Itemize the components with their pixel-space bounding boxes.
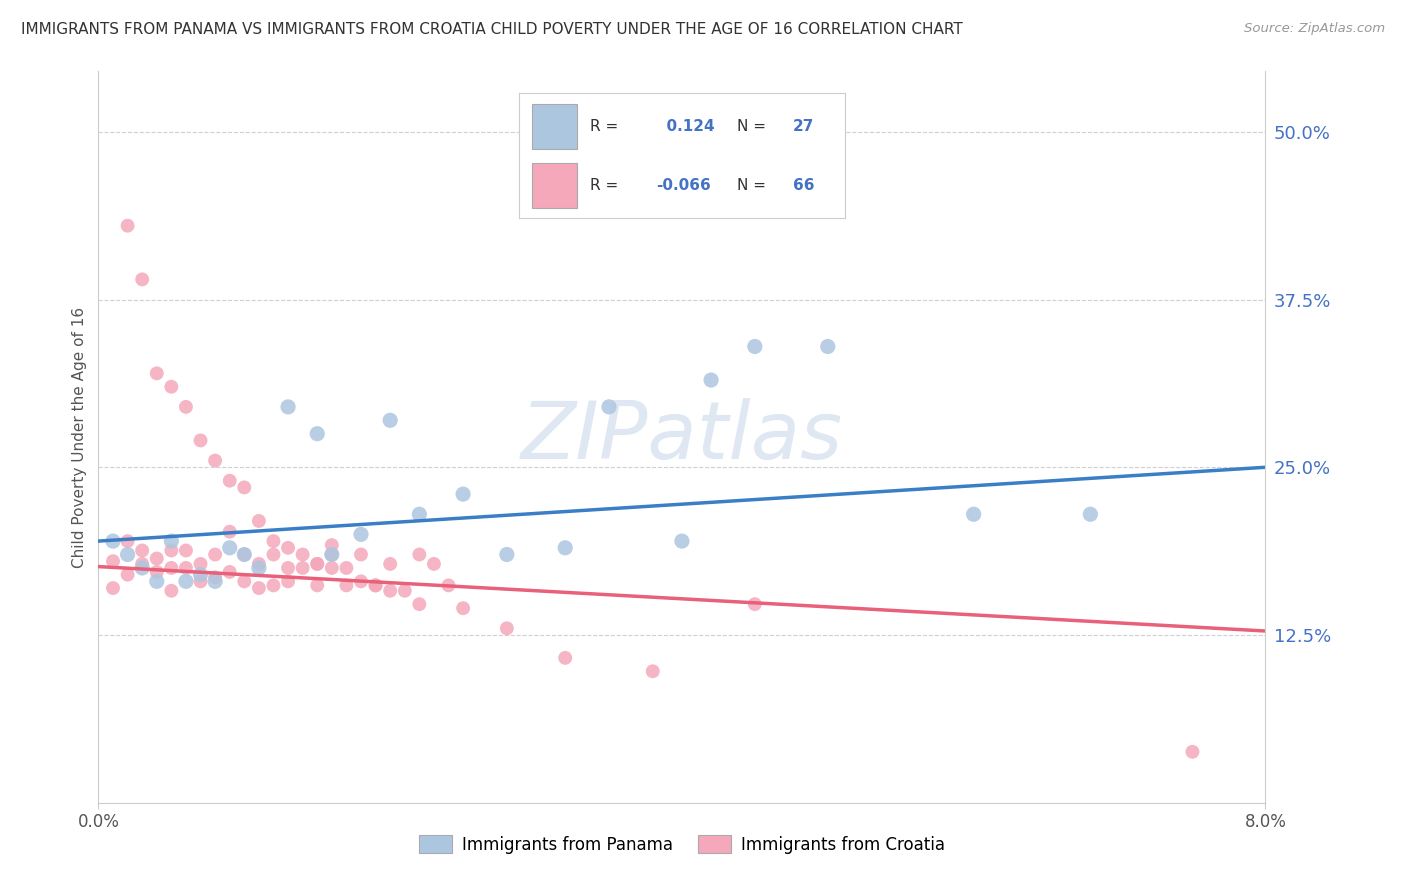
Point [408,508,430,522]
Point [496,548,519,562]
Point [233,574,256,589]
Point [190,434,212,448]
Point [335,578,357,592]
Point [204,570,226,584]
Point [160,543,183,558]
Point [160,380,183,394]
Point [598,400,620,414]
Point [233,480,256,494]
Point [218,541,240,555]
Point [131,543,153,558]
Point [101,554,124,568]
Point [408,597,430,611]
Point [277,541,299,555]
Point [350,574,373,589]
Point [117,567,139,582]
Point [190,574,212,589]
Point [394,583,416,598]
Point [204,453,226,467]
Point [174,543,197,558]
Point [335,561,357,575]
Point [247,557,270,571]
Point [451,601,474,615]
Point [233,548,256,562]
Point [174,400,197,414]
Point [451,487,474,501]
Point [364,578,387,592]
Point [204,548,226,562]
Y-axis label: Child Poverty Under the Age of 16: Child Poverty Under the Age of 16 [72,307,87,567]
Point [554,541,576,555]
Point [423,557,446,571]
Point [160,561,183,575]
Point [291,561,314,575]
Point [262,534,284,549]
Text: ZIPatlas: ZIPatlas [520,398,844,476]
Point [307,557,329,571]
Point [554,651,576,665]
Point [321,561,343,575]
Point [190,567,212,582]
Point [641,665,664,679]
Point [350,527,373,541]
Point [408,548,430,562]
Point [350,548,373,562]
Point [962,508,984,522]
Point [1181,745,1204,759]
Point [321,548,343,562]
Point [190,557,212,571]
Point [218,524,240,539]
Point [671,534,693,549]
Point [160,583,183,598]
Point [131,272,153,286]
Point [380,557,402,571]
Point [291,548,314,562]
Point [817,339,839,353]
Point [380,413,402,427]
Point [307,426,329,441]
Point [101,581,124,595]
Point [744,339,766,353]
Point [277,574,299,589]
Point [218,565,240,579]
Point [307,557,329,571]
Point [131,561,153,575]
Point [146,367,169,381]
Point [117,219,139,233]
Point [204,574,226,589]
Legend: Immigrants from Panama, Immigrants from Croatia: Immigrants from Panama, Immigrants from … [412,829,952,860]
Point [262,578,284,592]
Point [131,557,153,571]
Point [146,551,169,566]
Point [117,534,139,549]
Point [233,548,256,562]
Point [437,578,460,592]
Point [262,548,284,562]
Point [146,565,169,579]
Point [174,574,197,589]
Point [247,561,270,575]
Point [700,373,723,387]
Text: IMMIGRANTS FROM PANAMA VS IMMIGRANTS FROM CROATIA CHILD POVERTY UNDER THE AGE OF: IMMIGRANTS FROM PANAMA VS IMMIGRANTS FRO… [21,22,963,37]
Point [364,578,387,592]
Point [160,534,183,549]
Point [174,561,197,575]
Point [496,621,519,635]
Point [277,400,299,414]
Point [307,578,329,592]
Point [247,581,270,595]
Point [117,548,139,562]
Point [744,597,766,611]
Point [101,534,124,549]
Point [146,574,169,589]
Point [1080,508,1102,522]
Text: Source: ZipAtlas.com: Source: ZipAtlas.com [1244,22,1385,36]
Point [218,474,240,488]
Point [277,561,299,575]
Point [380,583,402,598]
Point [321,538,343,552]
Point [321,548,343,562]
Point [247,514,270,528]
